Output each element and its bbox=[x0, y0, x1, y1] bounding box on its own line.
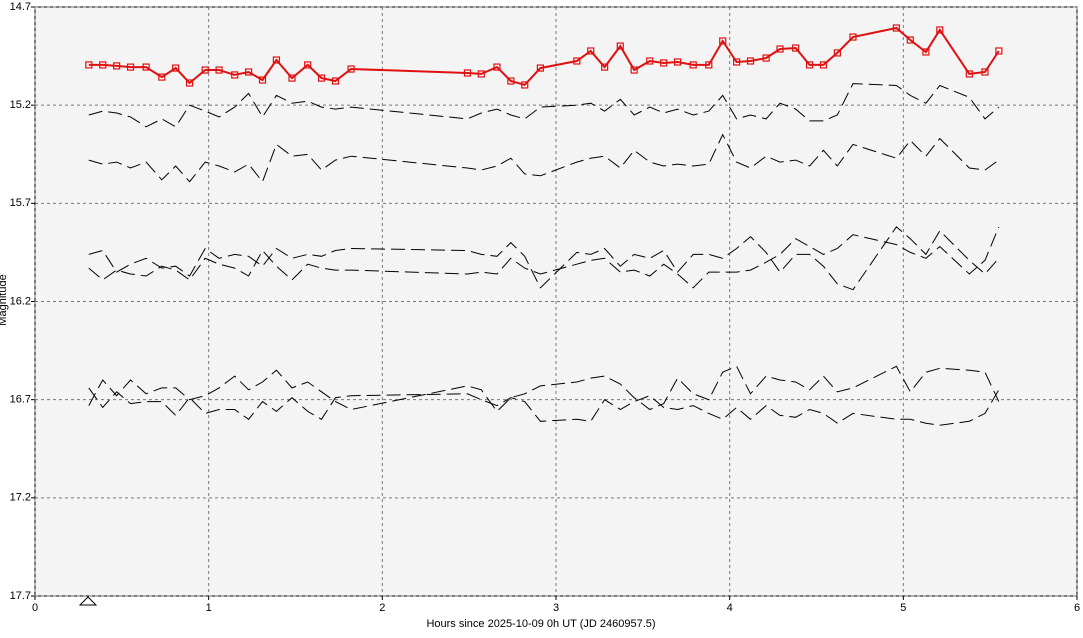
point-marker bbox=[673, 58, 682, 66]
point-marker bbox=[689, 61, 697, 69]
point-marker bbox=[201, 66, 209, 74]
series-line bbox=[88, 133, 1000, 183]
point-marker bbox=[215, 66, 223, 74]
point-marker bbox=[995, 47, 1003, 55]
point-marker bbox=[660, 59, 668, 67]
series-line bbox=[88, 83, 1000, 128]
x-tick-label: 0 bbox=[32, 602, 38, 614]
point-marker bbox=[573, 57, 581, 65]
point-marker bbox=[906, 36, 914, 44]
point-marker bbox=[646, 57, 654, 65]
series-line bbox=[88, 387, 1000, 426]
y-tick-label: 17.7 bbox=[10, 590, 31, 602]
y-tick-label: 14.7 bbox=[10, 1, 31, 13]
point-marker bbox=[477, 70, 485, 78]
point-marker bbox=[616, 42, 624, 50]
point-marker bbox=[272, 56, 280, 64]
point-marker bbox=[833, 49, 841, 57]
point-marker bbox=[99, 61, 107, 69]
series-line bbox=[88, 226, 1000, 291]
point-marker bbox=[601, 63, 609, 71]
point-marker bbox=[746, 57, 755, 65]
point-marker bbox=[705, 61, 713, 69]
point-marker bbox=[126, 63, 135, 71]
y-tick-label: 15.2 bbox=[10, 99, 31, 111]
point-marker bbox=[819, 61, 828, 69]
point-marker bbox=[792, 44, 800, 52]
point-marker bbox=[536, 64, 544, 72]
point-marker bbox=[892, 24, 900, 32]
x-tick-label: 1 bbox=[206, 602, 212, 614]
point-marker bbox=[805, 61, 814, 69]
point-marker bbox=[922, 48, 930, 56]
y-tick-label: 17.2 bbox=[10, 492, 31, 504]
x-tick-label: 3 bbox=[553, 602, 559, 614]
point-marker bbox=[85, 61, 93, 69]
point-marker bbox=[936, 26, 944, 34]
point-marker bbox=[776, 45, 784, 53]
x-tick-label: 4 bbox=[727, 602, 733, 614]
point-marker bbox=[172, 64, 180, 72]
point-marker bbox=[331, 77, 340, 85]
x-axis-label: Hours since 2025-10-09 0h UT (JD 2460957… bbox=[426, 618, 655, 630]
point-marker bbox=[587, 47, 595, 55]
y-tick-label: 16.7 bbox=[10, 394, 31, 406]
point-marker bbox=[463, 69, 472, 77]
point-marker bbox=[142, 63, 150, 71]
point-marker bbox=[507, 77, 515, 85]
y-axis-label: Magnitude bbox=[0, 274, 9, 325]
x-tick-label: 2 bbox=[379, 602, 385, 614]
point-marker bbox=[185, 79, 194, 87]
point-marker bbox=[719, 37, 727, 45]
point-marker bbox=[347, 65, 355, 73]
point-marker bbox=[258, 76, 267, 84]
point-marker bbox=[231, 71, 239, 79]
point-marker bbox=[245, 68, 253, 76]
point-marker bbox=[113, 62, 121, 70]
point-marker bbox=[304, 61, 312, 69]
y-tick-label: 16.2 bbox=[10, 295, 31, 307]
point-marker bbox=[849, 33, 857, 41]
point-marker bbox=[158, 73, 166, 81]
marker-triangle bbox=[78, 596, 98, 606]
point-marker bbox=[733, 58, 741, 66]
point-marker bbox=[965, 70, 973, 78]
point-marker bbox=[521, 81, 529, 89]
point-marker bbox=[317, 74, 326, 82]
point-marker bbox=[981, 68, 989, 76]
x-tick-label: 5 bbox=[900, 602, 906, 614]
y-tick-label: 15.7 bbox=[10, 197, 31, 209]
series-line bbox=[88, 26, 1000, 87]
point-marker bbox=[630, 66, 638, 74]
series-line bbox=[88, 226, 1000, 289]
point-marker bbox=[762, 54, 770, 62]
point-marker bbox=[288, 74, 296, 82]
series-line bbox=[88, 365, 1000, 413]
x-tick-label: 6 bbox=[1074, 602, 1080, 614]
point-marker bbox=[493, 63, 501, 71]
